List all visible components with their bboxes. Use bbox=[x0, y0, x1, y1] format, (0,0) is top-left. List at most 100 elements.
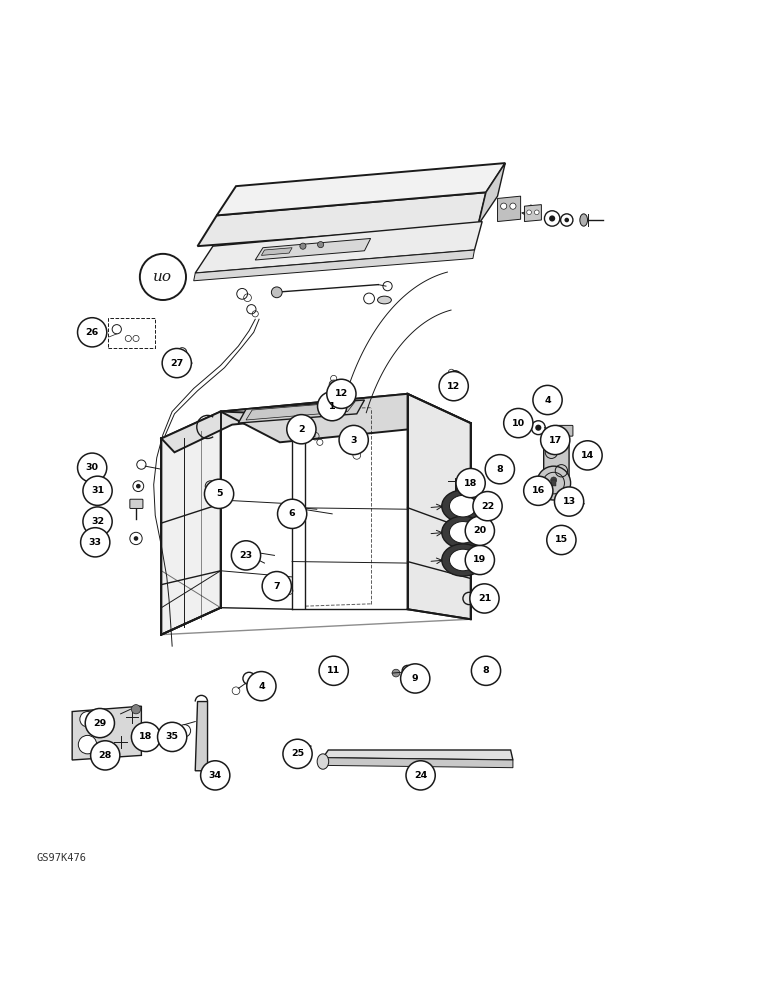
Circle shape bbox=[300, 243, 306, 249]
Text: 19: 19 bbox=[473, 555, 486, 564]
Circle shape bbox=[83, 476, 112, 505]
Circle shape bbox=[486, 455, 514, 484]
Ellipse shape bbox=[580, 214, 587, 226]
Polygon shape bbox=[246, 402, 355, 420]
Text: 22: 22 bbox=[481, 502, 494, 511]
Circle shape bbox=[484, 662, 492, 670]
Circle shape bbox=[85, 708, 114, 738]
Circle shape bbox=[540, 425, 570, 455]
Text: 23: 23 bbox=[239, 551, 252, 560]
Text: GS97K476: GS97K476 bbox=[36, 853, 86, 863]
Bar bbox=[455, 478, 480, 492]
Circle shape bbox=[90, 741, 120, 770]
Circle shape bbox=[201, 761, 230, 790]
Ellipse shape bbox=[449, 522, 476, 543]
Ellipse shape bbox=[378, 296, 391, 304]
Circle shape bbox=[80, 712, 95, 727]
Circle shape bbox=[550, 477, 557, 483]
Circle shape bbox=[323, 405, 333, 414]
Circle shape bbox=[547, 525, 576, 555]
Circle shape bbox=[339, 425, 368, 455]
Text: 4: 4 bbox=[258, 682, 265, 691]
Circle shape bbox=[140, 254, 186, 300]
Circle shape bbox=[77, 453, 107, 482]
Text: 8: 8 bbox=[482, 666, 489, 675]
Circle shape bbox=[499, 465, 506, 471]
Text: 9: 9 bbox=[412, 674, 418, 683]
Circle shape bbox=[549, 215, 555, 222]
Circle shape bbox=[78, 735, 96, 754]
Polygon shape bbox=[262, 248, 292, 255]
Text: 29: 29 bbox=[93, 719, 107, 728]
Ellipse shape bbox=[442, 544, 484, 576]
Text: 25: 25 bbox=[291, 749, 304, 758]
Circle shape bbox=[317, 392, 347, 421]
Circle shape bbox=[564, 218, 569, 222]
Circle shape bbox=[262, 572, 291, 601]
Polygon shape bbox=[479, 163, 505, 225]
Circle shape bbox=[83, 507, 112, 536]
Polygon shape bbox=[194, 250, 475, 281]
Text: 30: 30 bbox=[86, 463, 99, 472]
Polygon shape bbox=[497, 196, 520, 222]
Circle shape bbox=[247, 672, 276, 701]
Circle shape bbox=[286, 415, 316, 444]
Circle shape bbox=[136, 484, 141, 488]
Text: 10: 10 bbox=[512, 419, 525, 428]
Text: 28: 28 bbox=[99, 751, 112, 760]
Circle shape bbox=[392, 669, 400, 677]
Circle shape bbox=[510, 420, 520, 429]
Ellipse shape bbox=[442, 516, 484, 548]
Polygon shape bbox=[408, 394, 471, 619]
Polygon shape bbox=[161, 394, 408, 452]
Text: 8: 8 bbox=[496, 465, 503, 474]
Text: 34: 34 bbox=[208, 771, 222, 780]
Text: 13: 13 bbox=[563, 497, 576, 506]
Circle shape bbox=[131, 722, 161, 752]
Circle shape bbox=[472, 656, 500, 685]
Text: 1: 1 bbox=[329, 402, 336, 411]
Circle shape bbox=[484, 665, 492, 673]
Text: 6: 6 bbox=[289, 509, 296, 518]
Text: 11: 11 bbox=[327, 666, 340, 675]
Circle shape bbox=[527, 210, 531, 215]
Text: 24: 24 bbox=[414, 771, 427, 780]
Text: 32: 32 bbox=[91, 517, 104, 526]
Text: 21: 21 bbox=[478, 594, 491, 603]
Circle shape bbox=[327, 379, 356, 408]
Text: 15: 15 bbox=[555, 535, 568, 544]
Text: 12: 12 bbox=[447, 382, 460, 391]
Circle shape bbox=[554, 487, 584, 516]
Circle shape bbox=[523, 476, 553, 505]
Circle shape bbox=[80, 528, 110, 557]
Circle shape bbox=[535, 425, 541, 431]
Text: 26: 26 bbox=[86, 328, 99, 337]
Circle shape bbox=[549, 434, 558, 443]
Circle shape bbox=[406, 761, 435, 790]
Circle shape bbox=[510, 203, 516, 209]
FancyBboxPatch shape bbox=[556, 425, 573, 436]
Circle shape bbox=[573, 441, 602, 470]
Text: 18: 18 bbox=[464, 479, 477, 488]
Circle shape bbox=[232, 541, 261, 570]
Polygon shape bbox=[195, 222, 482, 273]
Circle shape bbox=[401, 664, 430, 693]
Circle shape bbox=[157, 722, 187, 752]
Text: 20: 20 bbox=[473, 526, 486, 535]
FancyBboxPatch shape bbox=[130, 499, 143, 508]
Circle shape bbox=[134, 536, 138, 541]
Polygon shape bbox=[72, 706, 141, 760]
Text: 12: 12 bbox=[335, 389, 348, 398]
Circle shape bbox=[283, 739, 312, 768]
Circle shape bbox=[205, 479, 234, 508]
Text: 33: 33 bbox=[89, 538, 102, 547]
Polygon shape bbox=[323, 758, 513, 768]
Circle shape bbox=[278, 499, 306, 528]
Circle shape bbox=[162, 348, 191, 378]
Polygon shape bbox=[221, 394, 471, 442]
Text: 3: 3 bbox=[350, 436, 357, 445]
Text: 16: 16 bbox=[532, 486, 545, 495]
Text: 7: 7 bbox=[273, 582, 280, 591]
Circle shape bbox=[466, 545, 494, 575]
Circle shape bbox=[329, 380, 338, 389]
